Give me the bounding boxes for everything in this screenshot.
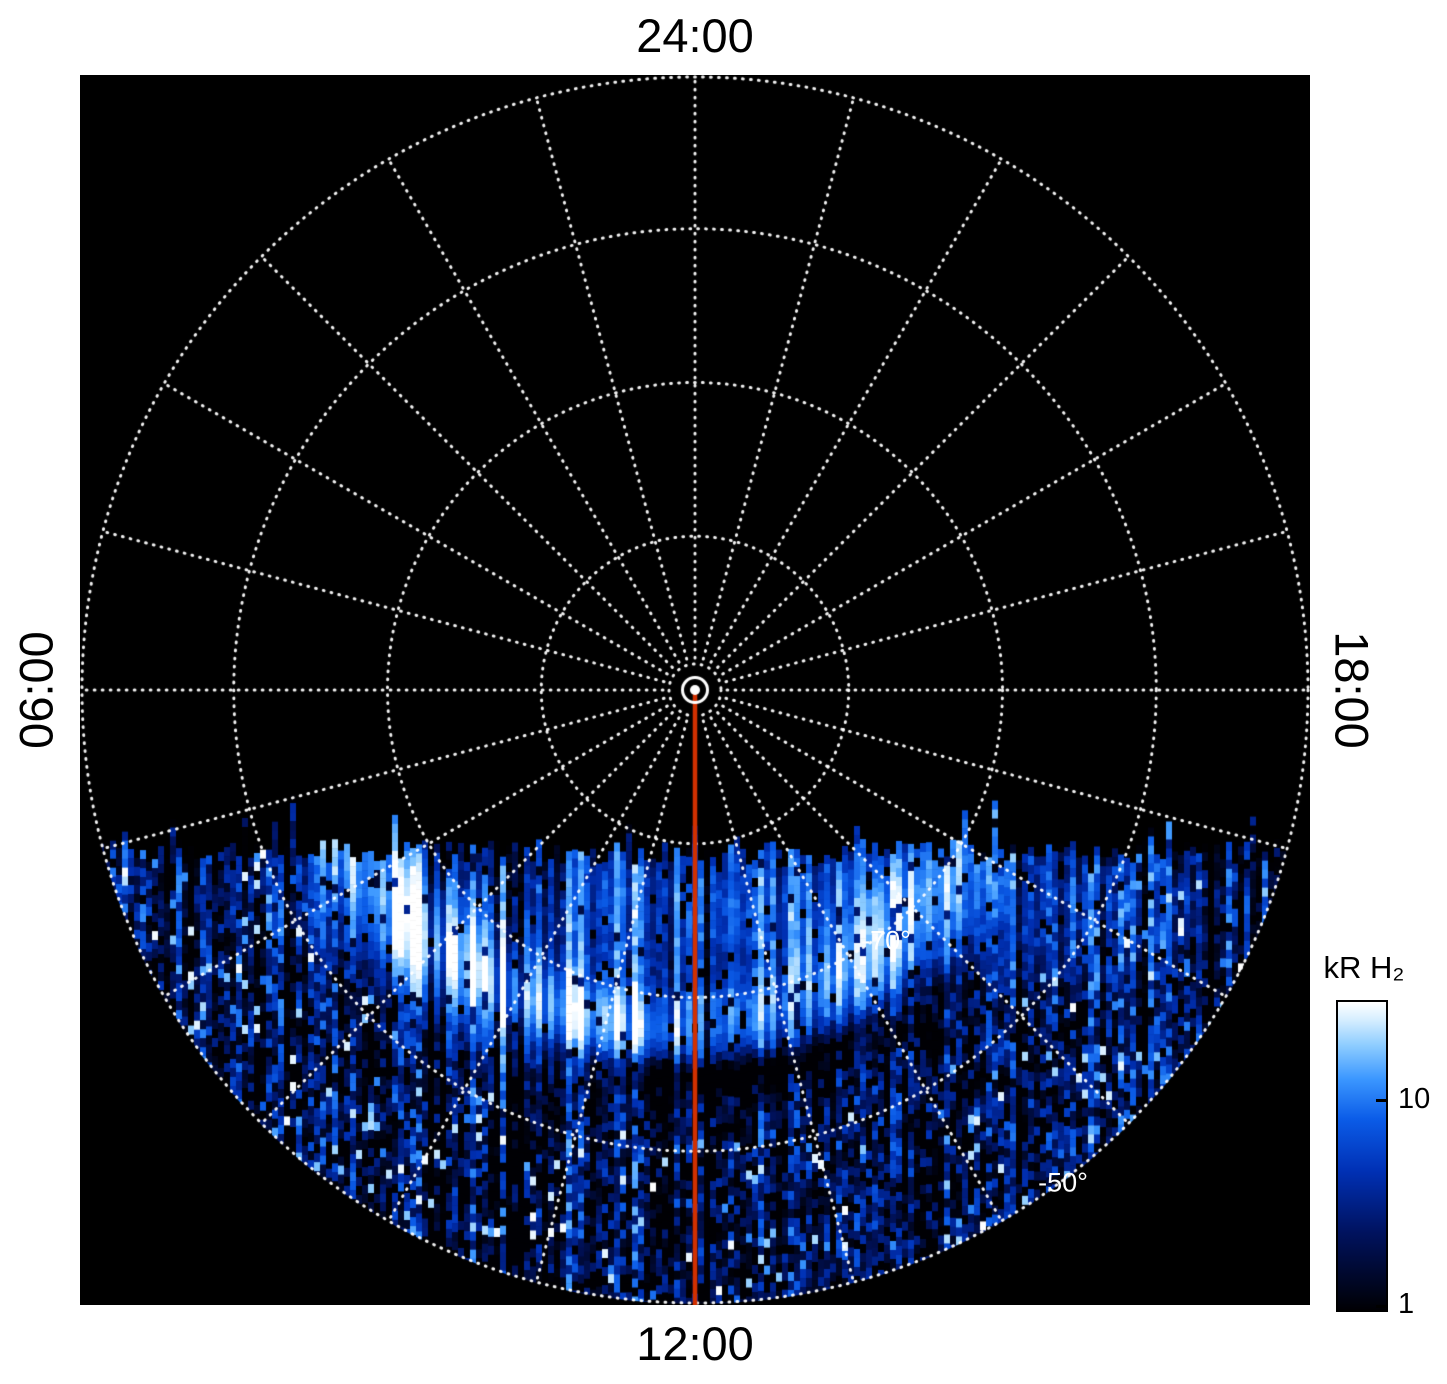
- mlt-label-noon: 12:00: [636, 1317, 754, 1370]
- colorbar-tick-1: 1: [1398, 1288, 1415, 1320]
- colorbar-label: kR H₂: [1323, 950, 1405, 985]
- ring-label-minus70: -70°: [861, 925, 911, 956]
- colorbar-tickmark-10: [1376, 1099, 1386, 1102]
- mlt-label-dawn: 06:00: [9, 631, 63, 749]
- colorbar-tickmark-1: [1376, 1305, 1386, 1308]
- colorbar: [1336, 1000, 1388, 1312]
- colorbar-tick-10: 10: [1398, 1083, 1431, 1115]
- ring-label-minus50: -50°: [1038, 1167, 1088, 1198]
- polar-heatmap-canvas: [80, 75, 1310, 1305]
- mlt-label-dusk: 18:00: [1325, 631, 1379, 749]
- mlt-label-midnight: 24:00: [636, 9, 754, 62]
